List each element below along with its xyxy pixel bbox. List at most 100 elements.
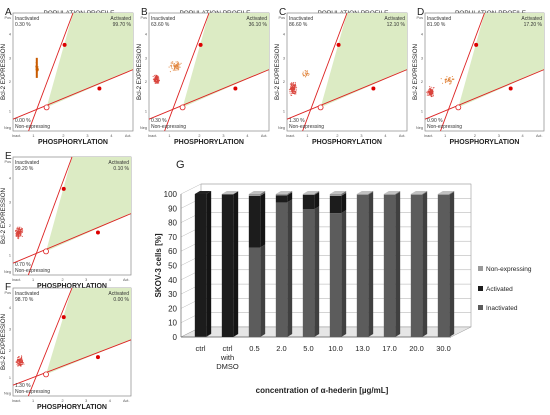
gate-handle-upper [61,315,66,320]
y-tick-label: 4 [9,177,11,181]
y-tick-label: Neg [4,391,11,395]
x-tick-label: Inact. [12,134,21,138]
cell-dot [176,63,178,65]
nonexpressing-label: Non-expressing [289,124,324,130]
cell-dot [428,89,430,91]
y-axis-title: Bcl-2 EXPRESSION [412,44,419,100]
cell-dot [173,63,176,65]
cell-dot [17,237,19,239]
cell-dot [295,89,297,91]
cell-dot [306,70,309,72]
cell-dot [177,63,180,65]
cell-dot [177,61,179,63]
bar-front [248,195,261,248]
cell-dot [428,90,430,92]
cell-dot [18,236,20,238]
cell-dot [20,361,22,364]
cell-dot [295,86,297,88]
x-tick-label: 2 [198,134,200,138]
x-tick-label: Inact. [12,399,21,403]
y-tick-label: 0 [173,333,178,342]
cell-dot [447,79,449,81]
cell-dot [290,94,292,96]
cell-dot [450,81,452,83]
cell-dot [20,360,22,362]
cell-dot [18,234,20,236]
y-tick-label: 2 [9,349,11,353]
cell-dot [294,87,296,89]
y-axis-title: Bcl-2 EXPRESSION [0,314,7,370]
cell-dot [18,232,20,234]
y-tick-label: 100 [164,190,178,199]
cell-dot [15,232,17,234]
bar-front [302,194,315,196]
bar-front [383,194,396,337]
y-tick-label: 2 [145,80,147,84]
y-tick-label: 4 [9,306,11,310]
cell-dot [452,78,454,80]
cell-dot [302,71,304,73]
y-axis-title: SKOV-3 cells [%] [154,233,163,297]
bar-segment-activated [194,191,212,337]
cell-dot [169,65,171,67]
x-tick-label: 4 [110,134,112,138]
population-panel-c: CPOPULATION PROFILEInactivated86.60 %Act… [274,7,408,146]
gate-line-lower [424,69,545,120]
gate-line-lower [286,69,408,120]
cell-dot [428,94,430,96]
bar-top [437,191,455,194]
y-tick-label: 1 [145,109,147,113]
y-tick-label: 4 [421,33,423,37]
x-tick-label-line: with [220,353,234,362]
bar-side [368,191,374,195]
cell-dot [296,87,298,89]
cell-dot [444,80,446,82]
activated-label: Activated [384,16,405,22]
cell-dot [19,226,21,228]
bar-side [287,199,293,337]
gate-line-upper [27,287,73,397]
bar-segment-activated [248,192,266,248]
cell-dot [17,359,19,361]
x-tick-label: 3 [498,134,500,138]
cell-dot [445,81,447,83]
x-tick-label: 17.0 [382,344,397,353]
cell-dot [20,357,22,359]
x-tick-label: 1 [32,134,34,138]
cell-dot [14,230,17,232]
cell-dot [21,359,23,361]
cell-dot [304,73,306,75]
bar-side [449,191,455,337]
y-tick-label: 4 [283,33,285,37]
cell-dot [446,80,448,82]
panel-letter: F [5,282,11,293]
x-tick-label: Act. [399,134,406,138]
cell-dot [156,82,158,84]
x-tick-label: 4 [384,134,386,138]
bar-side [287,192,293,203]
bar-segment-inactivated [356,191,374,337]
cell-dot [153,74,155,76]
cell-dot [17,235,19,237]
cell-dot [17,356,19,358]
gate-line-upper [28,12,74,132]
cell-dot [155,77,157,79]
x-tick-label: 1 [444,134,446,138]
y-tick-label: 3 [145,56,147,60]
cell-dot [307,73,309,75]
cell-dot [293,84,296,86]
inactivated-label: Inactivated [15,160,39,166]
cell-dot [154,79,156,81]
cell-dot [168,66,170,68]
cell-dot [155,78,157,80]
bar-segment-activated [329,192,347,214]
gate-line-lower [12,213,132,264]
panel-letter: D [417,7,424,18]
cell-dot [176,69,178,71]
cell-dot [152,75,154,78]
cell-dot [16,231,18,234]
x-tick-label: 3 [86,134,88,138]
inactivated-value: 63.60 % [151,22,170,28]
y-tick-label: 3 [9,56,11,60]
